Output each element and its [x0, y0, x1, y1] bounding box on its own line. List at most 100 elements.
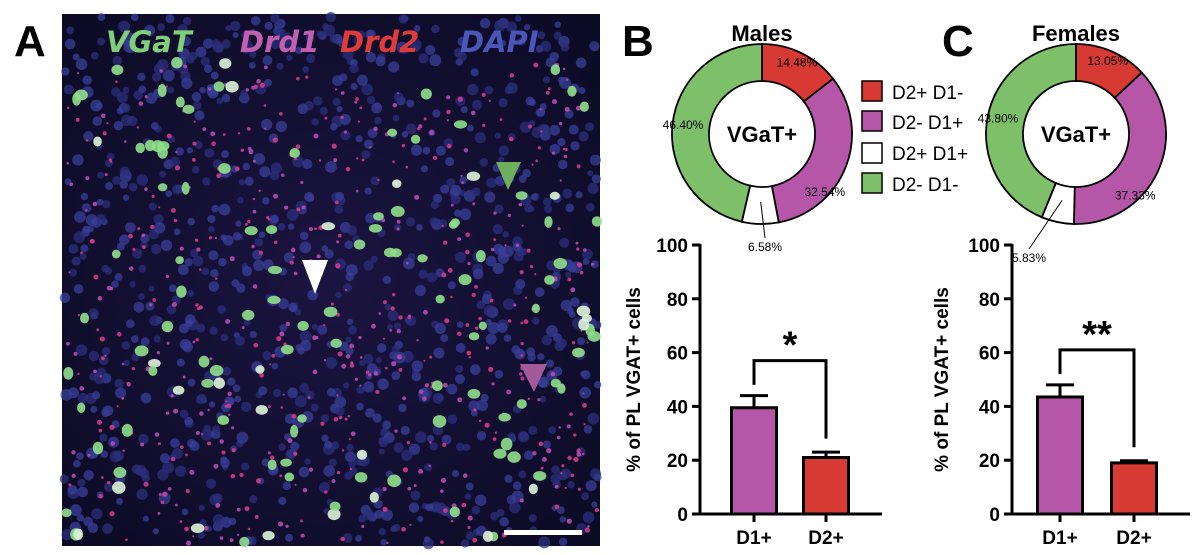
- dapi-nucleus: [286, 208, 299, 221]
- dapi-nucleus: [221, 94, 231, 103]
- dapi-nucleus: [79, 252, 87, 260]
- dapi-nucleus: [441, 434, 452, 445]
- y-axis-label: % of PL VGAT+ cells: [932, 287, 953, 472]
- dapi-nucleus: [420, 165, 429, 173]
- vgat-cell: [218, 163, 231, 174]
- y-tick-label: 20: [979, 451, 1000, 472]
- rna-puncta: [559, 179, 562, 182]
- dapi-nucleus: [593, 473, 602, 482]
- dapi-nucleus: [119, 234, 130, 245]
- rna-puncta: [523, 319, 529, 325]
- rna-puncta: [316, 254, 321, 259]
- dapi-nucleus: [556, 506, 565, 515]
- rna-puncta: [252, 209, 257, 214]
- rna-puncta: [281, 173, 285, 177]
- rna-puncta: [529, 264, 534, 269]
- rna-puncta: [213, 463, 219, 469]
- vgat-cell: [113, 467, 127, 478]
- bar-d2pos: [1110, 461, 1158, 516]
- rna-puncta: [300, 533, 305, 538]
- rna-puncta: [294, 483, 297, 486]
- dapi-nucleus: [203, 424, 211, 433]
- donut-slice-d2negd1neg: [671, 43, 763, 223]
- dapi-nucleus: [241, 31, 249, 39]
- dapi-nucleus: [184, 258, 193, 267]
- dapi-nucleus: [68, 243, 79, 254]
- dapi-nucleus: [447, 281, 456, 290]
- vgat-cell: [391, 179, 402, 188]
- dapi-nucleus: [350, 82, 358, 91]
- dapi-nucleus: [176, 358, 185, 367]
- x-tick-label: D1+: [736, 528, 771, 549]
- rna-puncta: [442, 240, 448, 245]
- dapi-nucleus: [391, 345, 400, 354]
- rna-puncta: [125, 538, 128, 542]
- channel-label-vgat: VGaT: [106, 25, 192, 59]
- dapi-nucleus: [306, 53, 316, 64]
- dapi-nucleus: [549, 143, 561, 155]
- vgat-cell: [550, 64, 561, 76]
- dapi-nucleus: [440, 334, 449, 343]
- rna-puncta: [450, 295, 453, 299]
- rna-puncta: [423, 359, 426, 362]
- dapi-nucleus: [363, 353, 374, 365]
- panel-a-letter: A: [14, 17, 46, 66]
- dapi-nucleus: [396, 41, 409, 54]
- donut-females-center-label: VGaT+: [1041, 122, 1111, 147]
- rna-puncta: [396, 227, 400, 231]
- rna-puncta: [407, 486, 412, 491]
- rna-puncta: [534, 273, 537, 276]
- dapi-nucleus: [218, 203, 231, 216]
- dapi-nucleus: [583, 424, 593, 434]
- vgat-cell: [213, 81, 225, 92]
- rna-puncta: [418, 468, 424, 474]
- dapi-nucleus: [487, 322, 500, 335]
- vgat-cell: [321, 222, 336, 231]
- dapi-nucleus: [485, 255, 497, 267]
- rna-puncta: [465, 249, 470, 255]
- dapi-nucleus: [285, 533, 294, 542]
- dapi-nucleus: [575, 191, 583, 199]
- dapi-nucleus: [551, 465, 560, 474]
- rna-puncta: [441, 272, 447, 278]
- rna-puncta: [211, 141, 216, 147]
- dapi-nucleus: [130, 13, 139, 22]
- dapi-nucleus: [346, 318, 354, 325]
- vgat-cell: [93, 136, 102, 147]
- vgat-cell: [329, 501, 341, 512]
- dapi-nucleus: [61, 529, 73, 541]
- dapi-nucleus: [498, 145, 510, 157]
- dapi-nucleus: [483, 305, 496, 317]
- dapi-nucleus: [191, 92, 202, 102]
- rna-puncta: [471, 292, 476, 298]
- dapi-nucleus: [287, 387, 299, 399]
- vgat-cell: [281, 344, 294, 355]
- dapi-nucleus: [185, 314, 196, 325]
- micrograph-cells: [59, 11, 603, 550]
- dapi-nucleus: [344, 451, 356, 463]
- dapi-nucleus: [205, 478, 217, 489]
- rna-puncta: [144, 187, 148, 191]
- rna-puncta: [179, 520, 183, 523]
- dapi-nucleus: [99, 433, 108, 442]
- vgat-cell: [289, 148, 301, 158]
- rna-puncta: [154, 432, 160, 437]
- dapi-nucleus: [499, 40, 506, 47]
- dapi-nucleus: [103, 482, 114, 492]
- dapi-nucleus: [565, 203, 575, 213]
- rna-puncta: [341, 449, 345, 452]
- rna-puncta: [347, 414, 351, 418]
- rna-puncta: [467, 515, 473, 521]
- dapi-nucleus: [558, 537, 568, 546]
- y-tick-label: 80: [667, 290, 688, 311]
- rna-puncta: [93, 369, 97, 374]
- rna-puncta: [361, 524, 365, 529]
- dapi-nucleus: [297, 103, 309, 115]
- rna-puncta: [171, 302, 177, 308]
- dapi-nucleus: [72, 53, 80, 61]
- vgat-cell: [297, 414, 307, 423]
- dapi-nucleus: [495, 175, 506, 186]
- dapi-nucleus: [249, 28, 256, 36]
- dapi-nucleus: [83, 516, 94, 527]
- rna-puncta: [446, 95, 451, 100]
